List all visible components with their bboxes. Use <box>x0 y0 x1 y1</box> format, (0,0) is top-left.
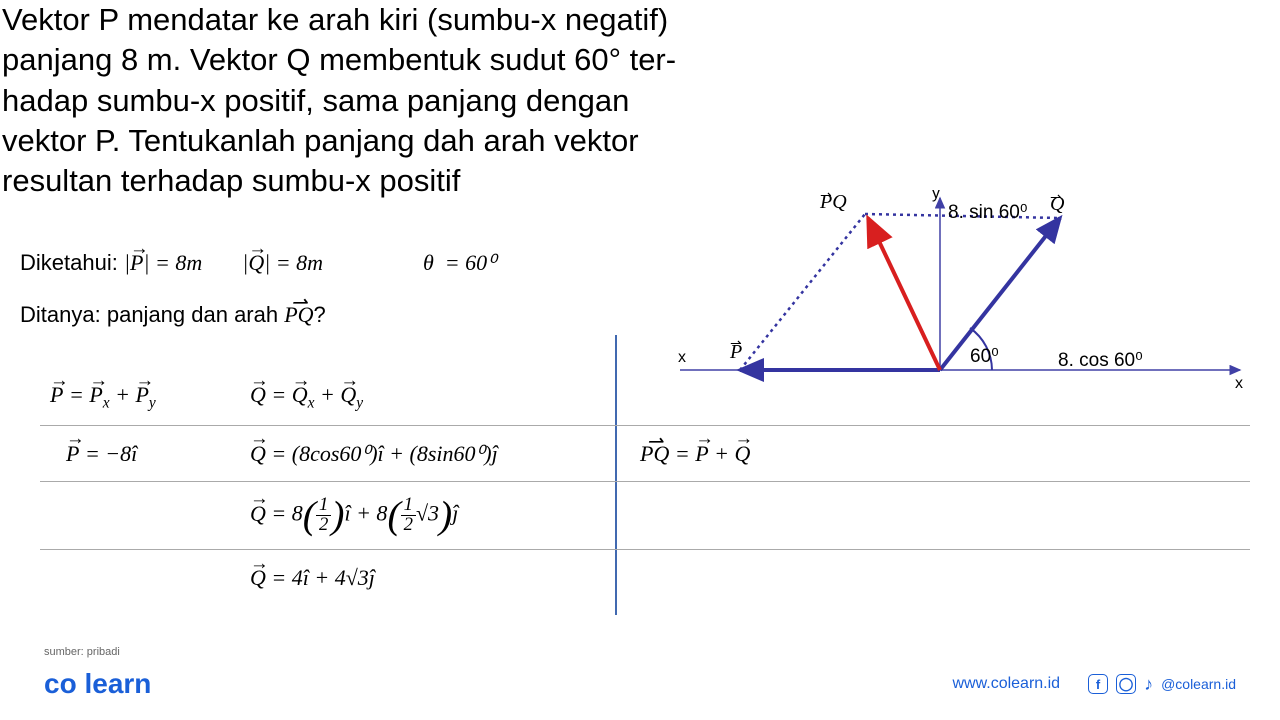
social-handle: @colearn.id <box>1161 676 1236 692</box>
work-cell: Q = 4î + 4√3ĵ <box>250 565 610 591</box>
solution-workings: P = Px + Py Q = Qx + Qy P = −8î Q = (8co… <box>40 370 1250 606</box>
work-cell: PQ = P + Q <box>610 441 850 467</box>
problem-statement: Vektor P mendatar ke arah kiri (sumbu-x … <box>2 0 676 201</box>
source-attribution: sumber: pribadi <box>44 646 120 658</box>
label-y: y <box>932 190 940 202</box>
facebook-icon[interactable]: f <box>1088 674 1108 694</box>
asked-info: Ditanya: panjang dan arah PQ? <box>20 302 326 328</box>
label-angle: 60⁰ <box>970 346 999 367</box>
work-cell: Q = 8(12)î + 8(12√3)ĵ <box>250 496 610 534</box>
problem-line: hadap sumbu-x positif, sama panjang deng… <box>2 81 676 121</box>
vector-diagram: PQ ⇀ y 8. sin 60⁰ Q ⇀ x x P ⇀ 60⁰ 8. cos… <box>670 190 1250 400</box>
tiktok-icon[interactable]: ♪ <box>1144 674 1153 695</box>
label-sin: 8. sin 60⁰ <box>948 202 1027 223</box>
svg-text:⇀: ⇀ <box>820 190 832 203</box>
svg-text:⇀: ⇀ <box>1050 190 1062 205</box>
work-cell: Q = Qx + Qy <box>250 382 610 412</box>
given-info: Diketahui: |P| = 8m |Q| = 8m θ = 60⁰ <box>20 250 496 276</box>
problem-line: resultan terhadap sumbu-x positif <box>2 161 676 201</box>
work-cell: Q = (8cos60⁰)î + (8sin60⁰)ĵ <box>250 441 610 467</box>
work-cell: P = −8î <box>40 441 250 467</box>
footer-bar: co learn www.colearn.id f ◯ ♪ @colearn.i… <box>0 668 1280 700</box>
label-x-left: x <box>678 349 686 366</box>
work-cell: P = Px + Py <box>40 382 250 412</box>
problem-line: vektor P. Tentukanlah panjang dah arah v… <box>2 121 676 161</box>
website-link[interactable]: www.colearn.id <box>952 675 1060 693</box>
brand-logo: co learn <box>44 668 151 700</box>
instagram-icon[interactable]: ◯ <box>1116 674 1136 694</box>
social-links: f ◯ ♪ @colearn.id <box>1088 674 1236 695</box>
label-cos: 8. cos 60⁰ <box>1058 350 1143 371</box>
given-label: Diketahui: <box>20 250 118 275</box>
svg-text:⇀: ⇀ <box>730 335 742 351</box>
asked-label: Ditanya: <box>20 302 101 327</box>
problem-line: Vektor P mendatar ke arah kiri (sumbu-x … <box>2 0 676 40</box>
problem-line: panjang 8 m. Vektor Q membentuk sudut 60… <box>2 40 676 80</box>
